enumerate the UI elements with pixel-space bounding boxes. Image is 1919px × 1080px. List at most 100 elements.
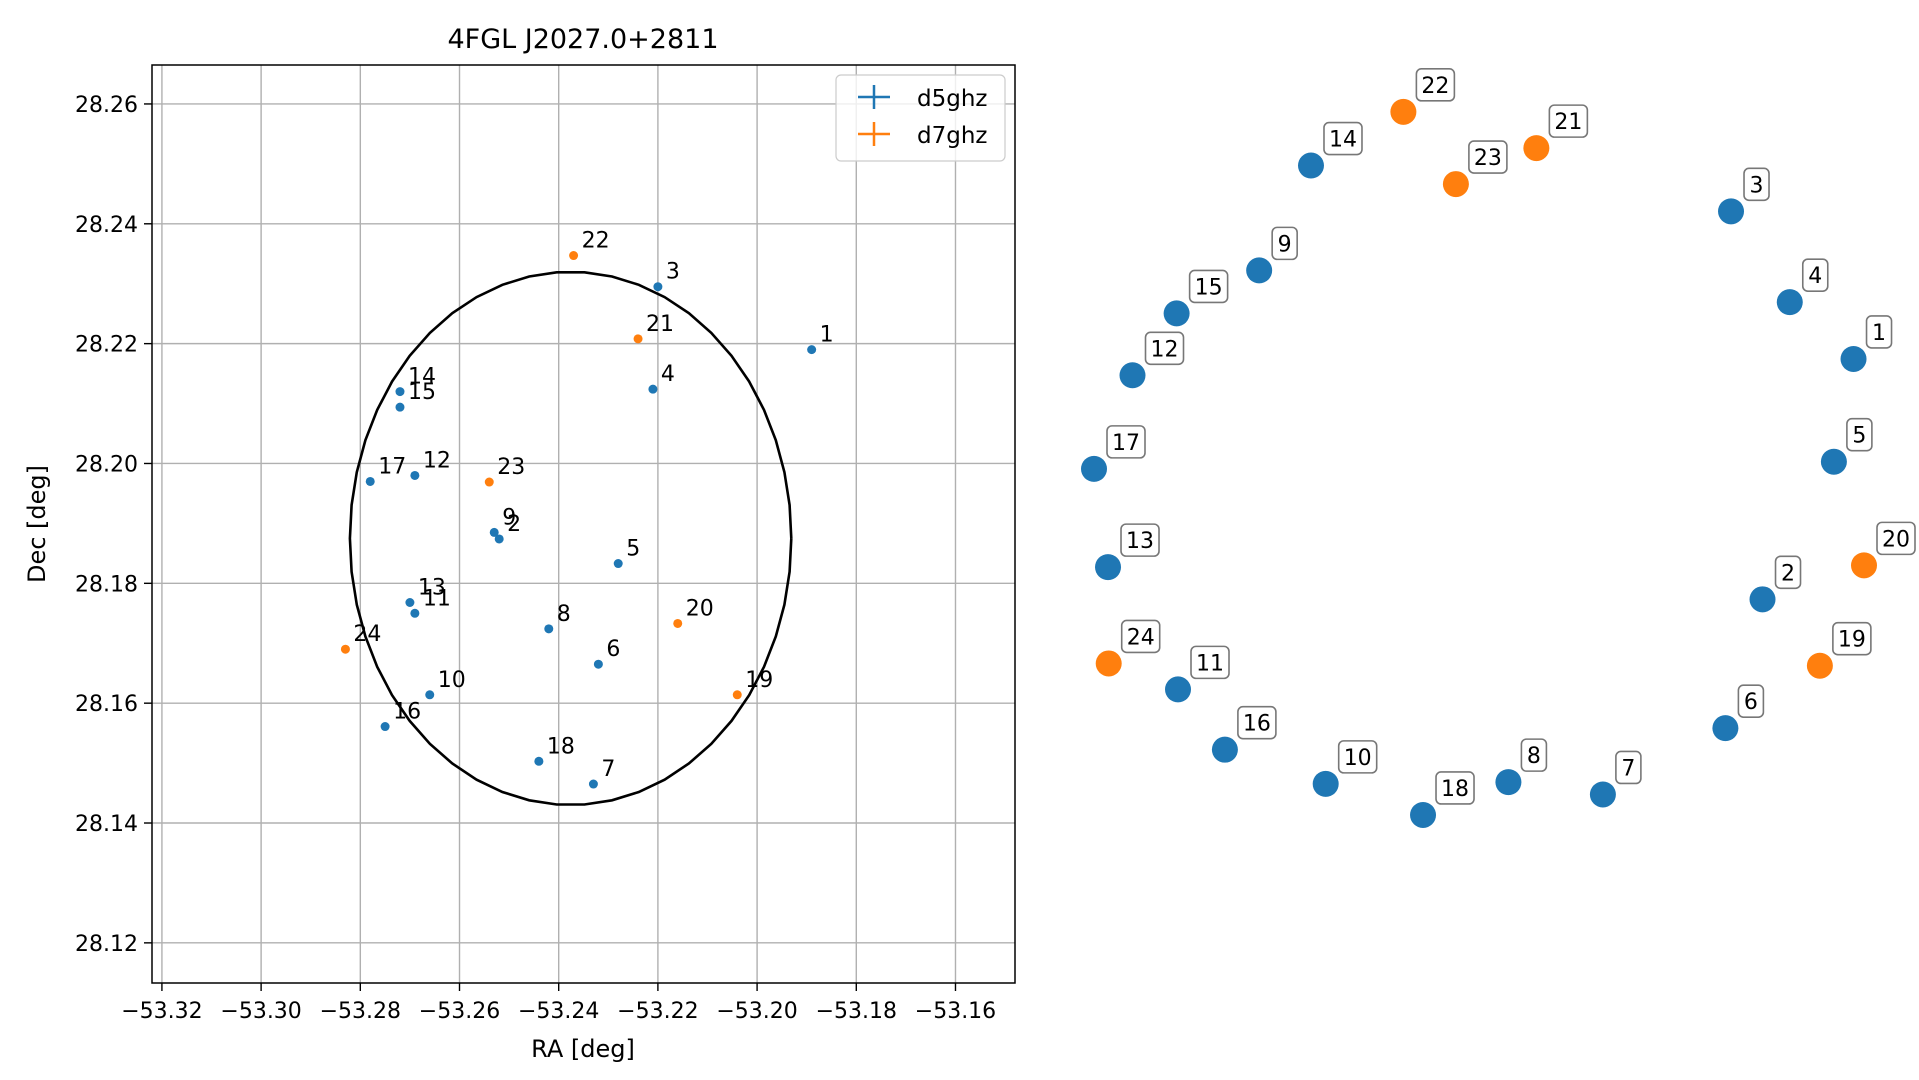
source-point-5 bbox=[613, 559, 623, 569]
y-tick-label: 28.16 bbox=[75, 692, 138, 717]
layout-label-5: 5 bbox=[1852, 424, 1866, 449]
layout-label-16: 16 bbox=[1243, 712, 1271, 737]
layout-node-6: 6 bbox=[1712, 684, 1765, 742]
layout-marker-24 bbox=[1095, 650, 1122, 677]
x-tick-label: −53.28 bbox=[320, 999, 401, 1024]
layout-marker-11 bbox=[1165, 676, 1192, 703]
layout-node-18: 18 bbox=[1410, 771, 1475, 828]
layout-label-24: 24 bbox=[1127, 625, 1155, 650]
source-label-1: 1 bbox=[820, 323, 834, 348]
layout-label-17: 17 bbox=[1112, 431, 1140, 456]
grid bbox=[152, 65, 1015, 983]
source-point-19 bbox=[732, 690, 742, 700]
layout-marker-3 bbox=[1718, 198, 1745, 225]
region-circle bbox=[348, 271, 793, 806]
source-point-10 bbox=[425, 690, 435, 700]
x-tick-label: −53.16 bbox=[915, 999, 996, 1024]
source-label-9: 9 bbox=[502, 505, 516, 530]
layout-marker-21 bbox=[1523, 135, 1550, 162]
layout-label-2: 2 bbox=[1781, 561, 1795, 586]
layout-node-8: 8 bbox=[1495, 738, 1548, 796]
layout-label-10: 10 bbox=[1344, 746, 1372, 771]
source-point-23 bbox=[484, 477, 494, 487]
layout-node-19: 19 bbox=[1806, 621, 1872, 679]
layout-label-11: 11 bbox=[1196, 651, 1224, 676]
y-tick-label: 28.24 bbox=[75, 213, 138, 238]
layout-marker-13 bbox=[1095, 554, 1122, 581]
layout-label-13: 13 bbox=[1126, 529, 1154, 554]
x-tick-label: −53.26 bbox=[419, 999, 500, 1024]
layout-marker-15 bbox=[1163, 300, 1190, 327]
layout-node-17: 17 bbox=[1081, 425, 1146, 482]
x-axis-label: RA [deg] bbox=[531, 1035, 635, 1063]
layout-label-23: 23 bbox=[1474, 146, 1502, 171]
source-point-24 bbox=[340, 644, 350, 654]
layout-label-box bbox=[1190, 645, 1230, 680]
layout-marker-17 bbox=[1081, 455, 1107, 482]
source-label-18: 18 bbox=[547, 734, 575, 759]
source-point-9 bbox=[489, 527, 499, 537]
plot-frame bbox=[151, 64, 1016, 984]
source-point-16 bbox=[380, 722, 390, 732]
layout-label-box bbox=[1188, 269, 1229, 304]
layout-label-19: 19 bbox=[1838, 628, 1866, 653]
source-label-20: 20 bbox=[686, 596, 714, 621]
source-label-6: 6 bbox=[606, 637, 620, 662]
layout-node-11: 11 bbox=[1165, 645, 1230, 703]
source-label-3: 3 bbox=[666, 260, 680, 285]
sky-map-panel: −53.32 −53.30 −53.28 −53.26 −53.24 −53.22 −53.… bbox=[23, 24, 1016, 1063]
layout-label-box bbox=[1120, 619, 1161, 654]
layout-marker-12 bbox=[1119, 362, 1146, 389]
layout-label-box bbox=[1548, 104, 1589, 138]
source-point-6 bbox=[593, 659, 603, 669]
layout-node-23: 23 bbox=[1442, 140, 1508, 198]
source-point-8 bbox=[544, 624, 554, 634]
source-point-17 bbox=[365, 476, 375, 486]
source-point-1 bbox=[807, 345, 817, 355]
y-tick-label: 28.14 bbox=[75, 812, 138, 837]
source-point-2 bbox=[494, 534, 504, 544]
layout-label-box bbox=[1615, 750, 1642, 785]
y-tick-label: 28.22 bbox=[75, 333, 138, 358]
layout-label-20: 20 bbox=[1882, 527, 1910, 552]
layout-node-21: 21 bbox=[1523, 104, 1589, 162]
layout-node-20: 20 bbox=[1851, 521, 1916, 579]
layout-label-box bbox=[1865, 315, 1893, 349]
layout-marker-16 bbox=[1211, 736, 1238, 763]
layout-marker-19 bbox=[1806, 652, 1833, 679]
source-label-19: 19 bbox=[745, 668, 773, 693]
layout-node-3: 3 bbox=[1718, 167, 1770, 225]
x-tick-label: −53.22 bbox=[617, 999, 698, 1024]
layout-marker-7 bbox=[1589, 781, 1616, 808]
y-tick-label: 28.12 bbox=[75, 932, 138, 957]
source-label-7: 7 bbox=[601, 757, 615, 782]
source-point-20 bbox=[673, 618, 683, 628]
layout-label-box bbox=[1120, 523, 1160, 557]
source-label-14: 14 bbox=[408, 365, 436, 390]
layout-node-4: 4 bbox=[1776, 258, 1829, 316]
layout-marker-20 bbox=[1851, 552, 1877, 579]
legend-label-d5ghz: d5ghz bbox=[917, 86, 987, 112]
x-tick-label: −53.20 bbox=[716, 999, 797, 1024]
layout-marker-2 bbox=[1749, 586, 1776, 613]
layout-marker-4 bbox=[1776, 289, 1803, 316]
layout-node-13: 13 bbox=[1095, 523, 1160, 581]
source-label-8: 8 bbox=[557, 602, 571, 627]
layout-label-14: 14 bbox=[1329, 128, 1357, 153]
layout-node-2: 2 bbox=[1749, 555, 1802, 613]
layout-marker-23 bbox=[1442, 171, 1469, 198]
layout-label-15: 15 bbox=[1195, 275, 1223, 300]
layout-label-box bbox=[1106, 425, 1146, 459]
layout-label-box bbox=[1323, 121, 1363, 156]
layout-label-box bbox=[1415, 68, 1456, 102]
layout-label-7: 7 bbox=[1621, 756, 1635, 781]
source-point-15 bbox=[395, 402, 405, 412]
layout-node-14: 14 bbox=[1297, 121, 1363, 179]
source-points bbox=[340, 251, 817, 789]
source-label-22: 22 bbox=[582, 229, 610, 254]
x-tick-label: −53.32 bbox=[121, 999, 202, 1024]
layout-marker-10 bbox=[1312, 770, 1339, 797]
y-tick-label: 28.18 bbox=[75, 572, 138, 597]
